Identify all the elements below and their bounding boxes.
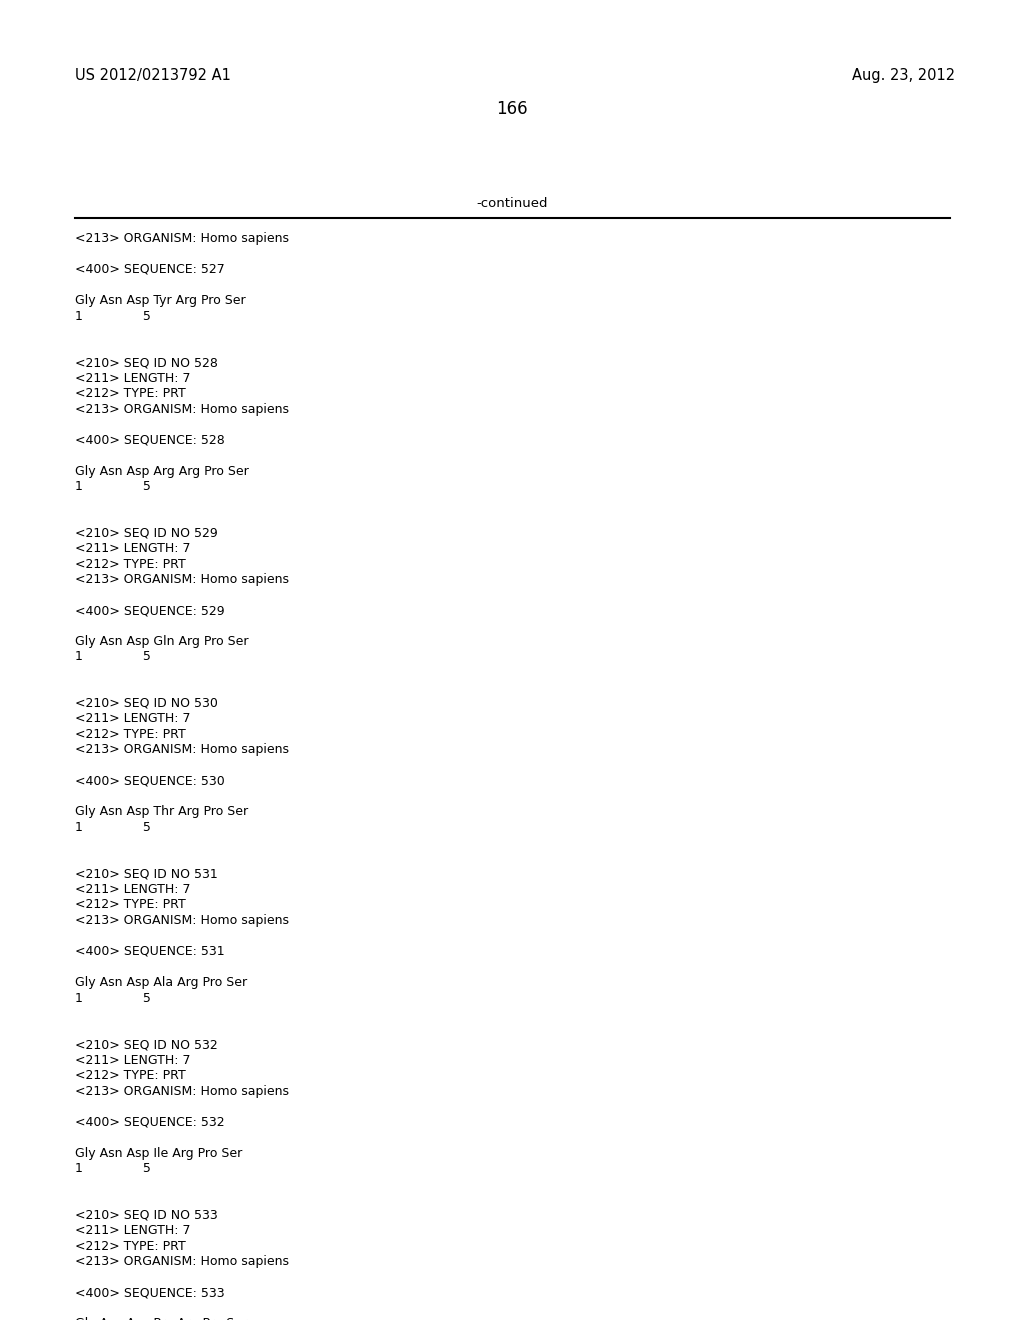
Text: <400> SEQUENCE: 530: <400> SEQUENCE: 530	[75, 775, 224, 788]
Text: <400> SEQUENCE: 531: <400> SEQUENCE: 531	[75, 945, 224, 958]
Text: <210> SEQ ID NO 529: <210> SEQ ID NO 529	[75, 527, 218, 540]
Text: <212> TYPE: PRT: <212> TYPE: PRT	[75, 387, 185, 400]
Text: Gly Asn Asp Ile Arg Pro Ser: Gly Asn Asp Ile Arg Pro Ser	[75, 1147, 243, 1159]
Text: <211> LENGTH: 7: <211> LENGTH: 7	[75, 713, 190, 726]
Text: <210> SEQ ID NO 530: <210> SEQ ID NO 530	[75, 697, 218, 710]
Text: <400> SEQUENCE: 527: <400> SEQUENCE: 527	[75, 263, 224, 276]
Text: <213> ORGANISM: Homo sapiens: <213> ORGANISM: Homo sapiens	[75, 743, 289, 756]
Text: 1               5: 1 5	[75, 821, 151, 834]
Text: <400> SEQUENCE: 533: <400> SEQUENCE: 533	[75, 1286, 224, 1299]
Text: <211> LENGTH: 7: <211> LENGTH: 7	[75, 543, 190, 554]
Text: Gly Asn Asp Thr Arg Pro Ser: Gly Asn Asp Thr Arg Pro Ser	[75, 805, 248, 818]
Text: <212> TYPE: PRT: <212> TYPE: PRT	[75, 1069, 185, 1082]
Text: Gly Asn Asp Pro Arg Pro Ser: Gly Asn Asp Pro Arg Pro Ser	[75, 1317, 247, 1320]
Text: <213> ORGANISM: Homo sapiens: <213> ORGANISM: Homo sapiens	[75, 403, 289, 416]
Text: 166: 166	[497, 100, 527, 117]
Text: Gly Asn Asp Gln Arg Pro Ser: Gly Asn Asp Gln Arg Pro Ser	[75, 635, 249, 648]
Text: <213> ORGANISM: Homo sapiens: <213> ORGANISM: Homo sapiens	[75, 573, 289, 586]
Text: <212> TYPE: PRT: <212> TYPE: PRT	[75, 899, 185, 912]
Text: 1               5: 1 5	[75, 1162, 151, 1175]
Text: <210> SEQ ID NO 531: <210> SEQ ID NO 531	[75, 867, 218, 880]
Text: 1               5: 1 5	[75, 651, 151, 664]
Text: Gly Asn Asp Arg Arg Pro Ser: Gly Asn Asp Arg Arg Pro Ser	[75, 465, 249, 478]
Text: Gly Asn Asp Ala Arg Pro Ser: Gly Asn Asp Ala Arg Pro Ser	[75, 975, 247, 989]
Text: <210> SEQ ID NO 532: <210> SEQ ID NO 532	[75, 1038, 218, 1051]
Text: <213> ORGANISM: Homo sapiens: <213> ORGANISM: Homo sapiens	[75, 1255, 289, 1269]
Text: Gly Asn Asp Tyr Arg Pro Ser: Gly Asn Asp Tyr Arg Pro Ser	[75, 294, 246, 308]
Text: Aug. 23, 2012: Aug. 23, 2012	[852, 69, 955, 83]
Text: 1               5: 1 5	[75, 480, 151, 492]
Text: <211> LENGTH: 7: <211> LENGTH: 7	[75, 1224, 190, 1237]
Text: US 2012/0213792 A1: US 2012/0213792 A1	[75, 69, 230, 83]
Text: 1               5: 1 5	[75, 309, 151, 322]
Text: 1               5: 1 5	[75, 991, 151, 1005]
Text: <211> LENGTH: 7: <211> LENGTH: 7	[75, 1053, 190, 1067]
Text: <211> LENGTH: 7: <211> LENGTH: 7	[75, 371, 190, 384]
Text: <210> SEQ ID NO 528: <210> SEQ ID NO 528	[75, 356, 218, 370]
Text: <400> SEQUENCE: 529: <400> SEQUENCE: 529	[75, 605, 224, 616]
Text: <213> ORGANISM: Homo sapiens: <213> ORGANISM: Homo sapiens	[75, 913, 289, 927]
Text: <212> TYPE: PRT: <212> TYPE: PRT	[75, 729, 185, 741]
Text: <210> SEQ ID NO 533: <210> SEQ ID NO 533	[75, 1209, 218, 1221]
Text: <213> ORGANISM: Homo sapiens: <213> ORGANISM: Homo sapiens	[75, 232, 289, 246]
Text: -continued: -continued	[476, 197, 548, 210]
Text: <212> TYPE: PRT: <212> TYPE: PRT	[75, 1239, 185, 1253]
Text: <213> ORGANISM: Homo sapiens: <213> ORGANISM: Homo sapiens	[75, 1085, 289, 1097]
Text: <212> TYPE: PRT: <212> TYPE: PRT	[75, 557, 185, 570]
Text: <211> LENGTH: 7: <211> LENGTH: 7	[75, 883, 190, 896]
Text: <400> SEQUENCE: 532: <400> SEQUENCE: 532	[75, 1115, 224, 1129]
Text: <400> SEQUENCE: 528: <400> SEQUENCE: 528	[75, 433, 224, 446]
